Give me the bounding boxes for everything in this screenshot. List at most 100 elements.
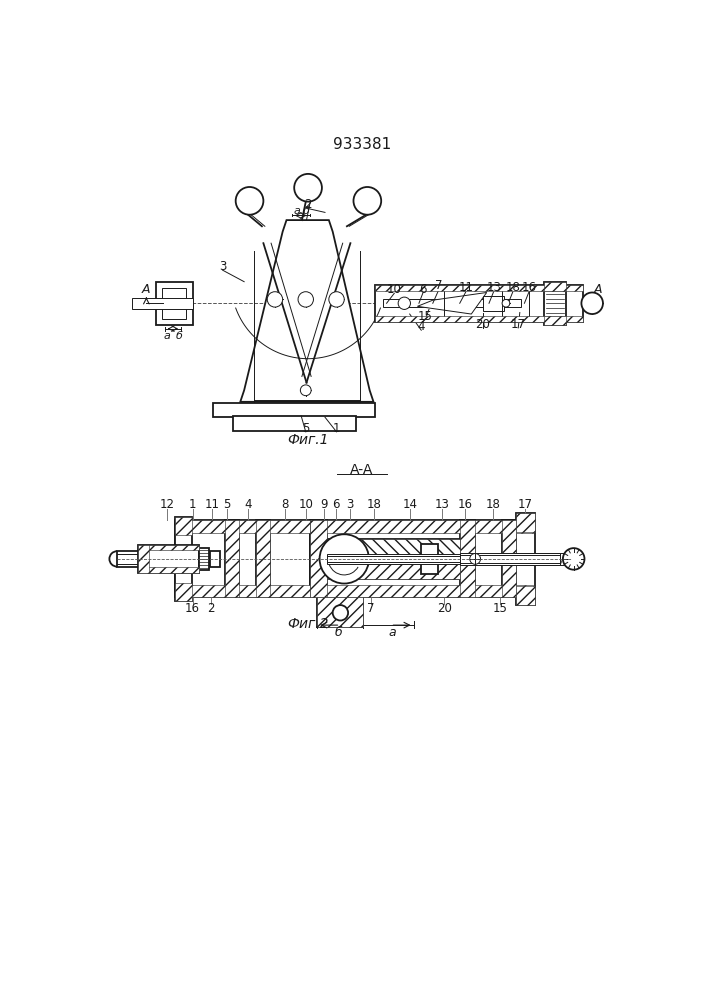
- Bar: [317, 597, 363, 627]
- Text: б: б: [303, 206, 309, 216]
- Bar: [460, 520, 475, 597]
- Text: б: б: [175, 331, 182, 341]
- Circle shape: [354, 187, 381, 215]
- Bar: [175, 583, 192, 601]
- Circle shape: [320, 534, 369, 584]
- Bar: [210, 551, 219, 567]
- Bar: [375, 285, 583, 291]
- Text: 9: 9: [320, 498, 328, 512]
- Bar: [502, 520, 516, 597]
- Text: б: б: [335, 626, 343, 639]
- Text: 14: 14: [402, 498, 417, 512]
- Text: 12: 12: [160, 498, 175, 512]
- Bar: [175, 517, 192, 535]
- Text: 10: 10: [298, 498, 313, 512]
- Circle shape: [300, 385, 311, 396]
- Bar: [175, 520, 310, 533]
- Text: 1: 1: [333, 422, 340, 434]
- Bar: [516, 513, 535, 605]
- Text: 13: 13: [486, 281, 501, 294]
- Text: 4: 4: [244, 498, 252, 512]
- Text: Фиг.2: Фиг.2: [287, 617, 329, 631]
- Circle shape: [502, 299, 510, 307]
- Bar: [310, 585, 533, 597]
- Bar: [175, 517, 192, 601]
- Bar: [375, 285, 583, 322]
- Bar: [138, 545, 148, 573]
- Text: a: a: [293, 206, 300, 216]
- Bar: [516, 513, 535, 532]
- Circle shape: [298, 292, 313, 307]
- Bar: [544, 316, 566, 325]
- Bar: [327, 554, 460, 564]
- Bar: [256, 520, 269, 597]
- Bar: [516, 586, 535, 605]
- Bar: [225, 520, 239, 597]
- Text: 7: 7: [368, 602, 375, 615]
- Bar: [138, 545, 199, 550]
- Bar: [117, 551, 198, 567]
- Bar: [327, 559, 460, 579]
- Bar: [544, 282, 566, 291]
- Circle shape: [235, 187, 264, 215]
- Text: 16: 16: [457, 498, 473, 512]
- Bar: [460, 553, 560, 565]
- Bar: [327, 539, 460, 559]
- Text: 2: 2: [304, 198, 312, 211]
- Bar: [310, 520, 533, 597]
- Text: 4: 4: [418, 320, 425, 333]
- Text: 2: 2: [207, 602, 215, 615]
- Bar: [502, 520, 516, 597]
- Text: 5: 5: [223, 498, 231, 512]
- Text: A: A: [593, 283, 602, 296]
- Bar: [460, 520, 475, 597]
- Bar: [175, 520, 310, 597]
- Bar: [138, 545, 199, 573]
- Bar: [327, 559, 460, 579]
- Bar: [310, 520, 327, 597]
- Bar: [175, 585, 310, 597]
- Bar: [421, 544, 438, 574]
- Bar: [382, 299, 521, 307]
- Text: a: a: [388, 626, 396, 639]
- Text: A-A: A-A: [350, 463, 373, 477]
- Text: 18: 18: [367, 498, 382, 512]
- Bar: [233, 416, 356, 431]
- Text: 16: 16: [522, 281, 537, 294]
- Bar: [199, 548, 209, 570]
- Bar: [138, 567, 199, 573]
- Polygon shape: [417, 292, 486, 314]
- Text: Фиг.1: Фиг.1: [287, 433, 329, 447]
- Text: 5: 5: [302, 422, 310, 434]
- Text: 13: 13: [435, 498, 450, 512]
- Text: 933381: 933381: [333, 137, 391, 152]
- Text: 6: 6: [419, 283, 426, 296]
- Circle shape: [329, 292, 344, 307]
- Bar: [310, 520, 533, 533]
- Bar: [156, 282, 192, 325]
- Bar: [544, 282, 566, 325]
- Bar: [256, 520, 269, 597]
- Bar: [162, 288, 187, 319]
- Text: 20: 20: [437, 602, 452, 615]
- Text: 15: 15: [418, 310, 433, 323]
- Text: 16: 16: [185, 602, 200, 615]
- Text: 8: 8: [281, 498, 288, 512]
- Circle shape: [581, 292, 603, 314]
- Bar: [483, 296, 504, 311]
- Text: 10: 10: [387, 283, 402, 296]
- Circle shape: [333, 605, 348, 620]
- Text: a: a: [164, 331, 170, 341]
- Bar: [310, 520, 327, 597]
- Text: 3: 3: [346, 498, 354, 512]
- Circle shape: [267, 292, 283, 307]
- Bar: [375, 316, 583, 322]
- Circle shape: [563, 548, 585, 570]
- Circle shape: [398, 297, 411, 309]
- Text: 20: 20: [475, 318, 490, 331]
- Text: 6: 6: [332, 498, 339, 512]
- Text: 11: 11: [204, 498, 219, 512]
- Bar: [317, 597, 363, 627]
- Text: 3: 3: [219, 260, 226, 273]
- Text: 17: 17: [518, 498, 532, 512]
